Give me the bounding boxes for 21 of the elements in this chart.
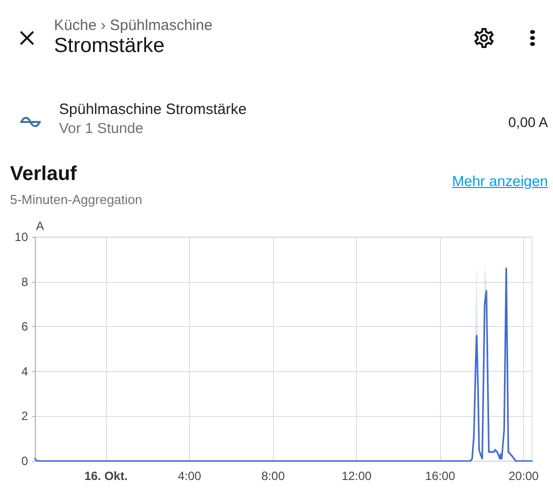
text: 0,00 A (508, 114, 548, 130)
y-tick-label: 8 (21, 274, 28, 289)
x-tick-label: 20:00 (508, 469, 539, 483)
chart-subtitle: 5-Minuten-Aggregation (10, 192, 142, 207)
y-tick-label: 6 (21, 320, 28, 334)
text: Vor 1 Stunde (59, 121, 144, 138)
text: Mehr anzeigen (452, 174, 548, 190)
text: Spühlmaschine Stromstärke (59, 100, 247, 118)
y-tick-label: 2 (21, 409, 28, 424)
y-axis-title: A (36, 219, 44, 233)
y-tick-label: 0 (21, 454, 28, 468)
x-tick-label: 12:00 (342, 469, 372, 483)
text: Küche › Spühlmaschine (54, 16, 212, 34)
chart-title: Verlauf (10, 163, 77, 186)
x-tick-label: 4:00 (178, 469, 202, 483)
x-tick-label: 16:00 (425, 469, 456, 483)
x-tick-label: 8:00 (261, 469, 286, 483)
x-tick-label: 16. Okt. (84, 469, 128, 483)
y-tick-label: 10 (14, 230, 28, 244)
y-tick-label: 4 (21, 364, 28, 378)
text: Stromstärke (54, 34, 164, 57)
